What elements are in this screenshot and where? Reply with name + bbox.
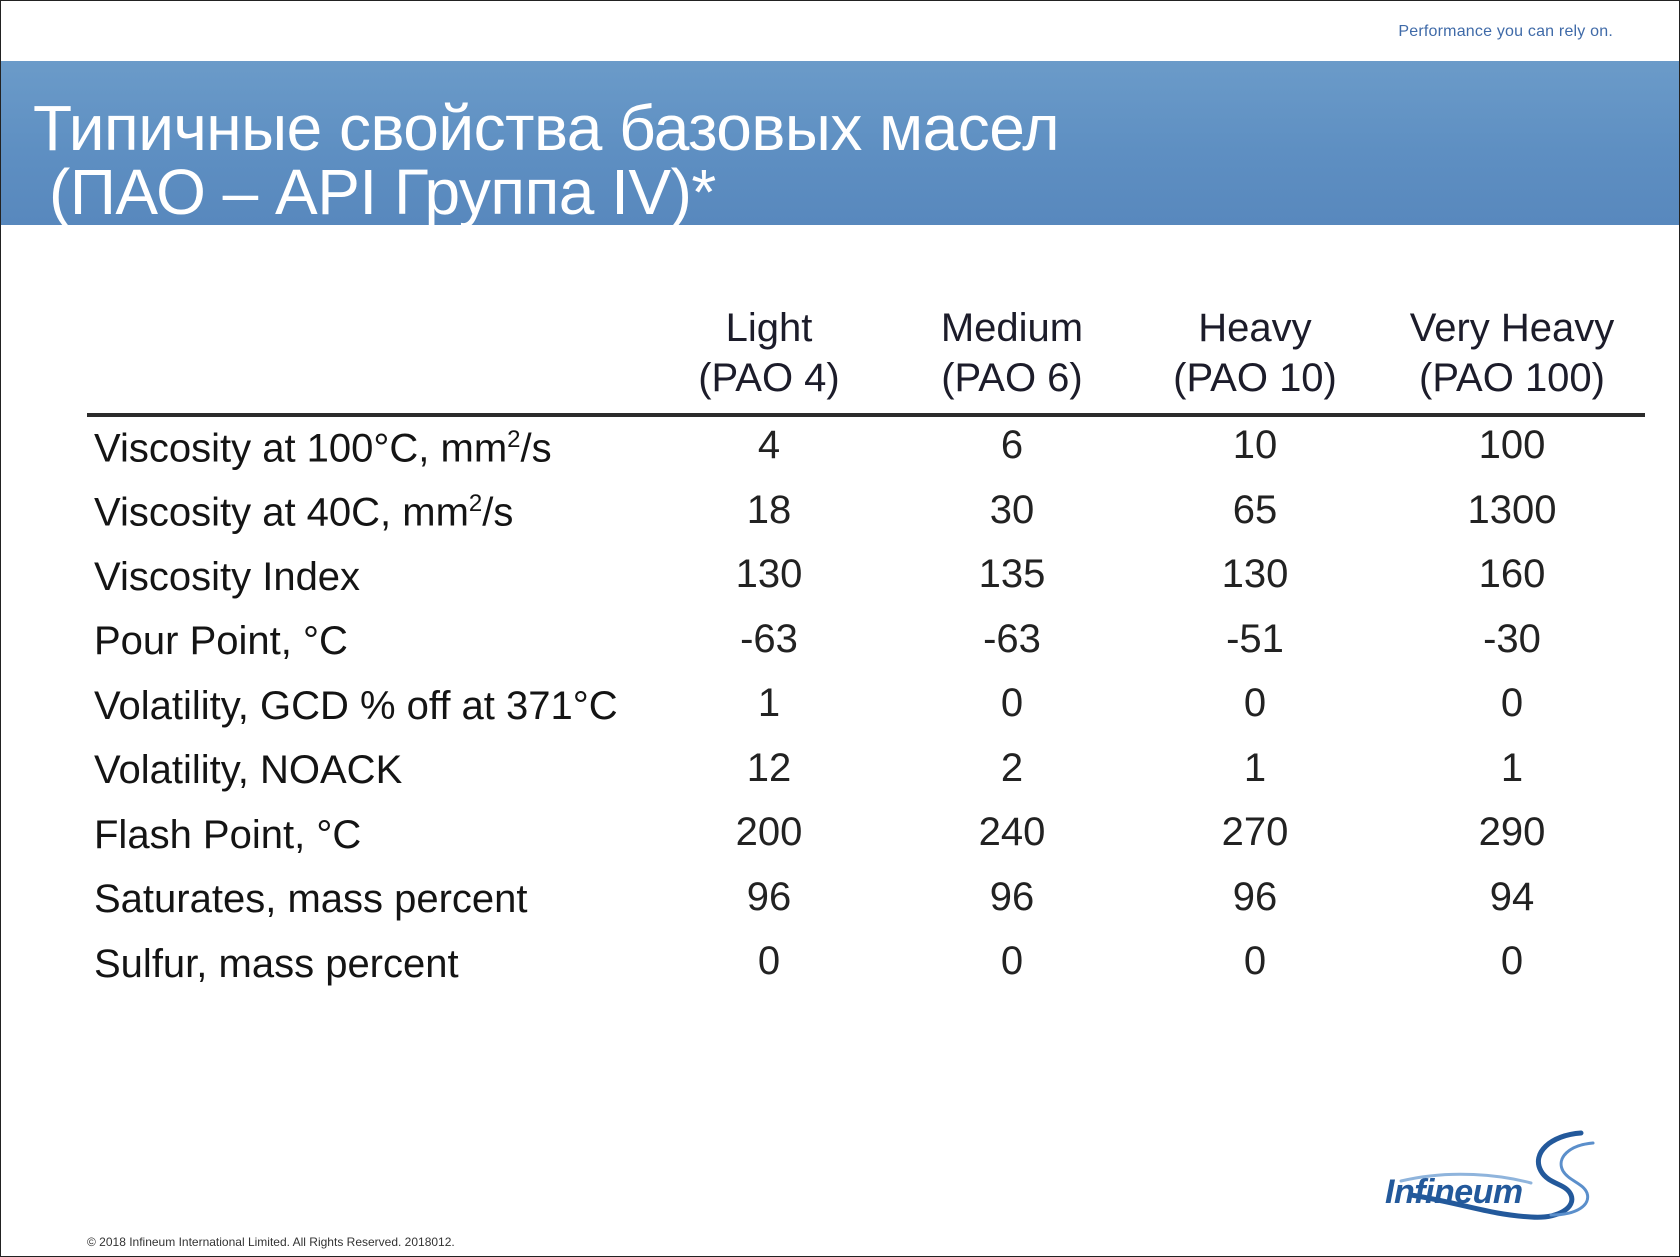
row-label-viscosity-40c: Viscosity at 40C, mm2/s <box>94 490 513 535</box>
header-divider <box>87 413 1645 417</box>
row-label-superscript: 2 <box>507 426 521 453</box>
table-cell: 94 <box>1489 875 1535 919</box>
tagline: Performance you can rely on. <box>1398 23 1613 40</box>
column-header-name: Light <box>725 306 813 350</box>
table-cell: 2 <box>1000 746 1024 790</box>
table-cell: 1300 <box>1467 488 1557 532</box>
column-header-grade: (PAO 100) <box>1419 356 1605 400</box>
row-label-volatility-gcd: Volatility, GCD % off at 371°C <box>94 684 618 728</box>
infineum-swirl-icon <box>1399 1130 1595 1220</box>
table-cell: 100 <box>1478 423 1546 467</box>
column-header-grade: (PAO 4) <box>698 356 840 400</box>
table-cell: -63 <box>983 617 1041 661</box>
column-header-grade: (PAO 6) <box>941 356 1083 400</box>
table-cell: 0 <box>1000 939 1024 983</box>
table-cell: 130 <box>735 552 803 596</box>
table-cell: 18 <box>746 488 792 532</box>
row-label-sulfur: Sulfur, mass percent <box>94 942 459 986</box>
column-header-name: Medium <box>940 306 1084 350</box>
row-label-viscosity-100c: Viscosity at 100°C, mm2/s <box>94 426 552 471</box>
copyright-footer: © 2018 Infineum International Limited. A… <box>87 1235 455 1249</box>
row-label-viscosity-index: Viscosity Index <box>94 555 361 599</box>
row-label-volatility-noack: Volatility, NOACK <box>94 748 403 792</box>
column-header-very-heavy: Very Heavy (PAO 100) <box>1392 303 1632 403</box>
table-cell: -63 <box>740 617 798 661</box>
row-label-pour-point: Pour Point, °C <box>94 619 348 663</box>
table-cell: 4 <box>757 423 781 467</box>
table-cell: 96 <box>1232 875 1278 919</box>
row-label-suffix: /s <box>520 426 552 471</box>
row-label-flash-point: Flash Point, °C <box>94 813 362 857</box>
table-cell: 12 <box>746 746 792 790</box>
slide-title-line-1: Типичные свойства базовых масел <box>33 92 1060 164</box>
column-header-grade: (PAO 10) <box>1173 356 1337 400</box>
column-header-name: Heavy <box>1198 306 1312 350</box>
table-cell: 0 <box>1500 681 1524 725</box>
row-label-suffix: /s <box>482 490 514 535</box>
table-cell: -30 <box>1483 617 1541 661</box>
logo-wordmark: Infineum <box>1385 1173 1523 1211</box>
table-cell: 96 <box>989 875 1035 919</box>
table-cell: 0 <box>1500 939 1524 983</box>
table-cell: 96 <box>746 875 792 919</box>
table-cell: 10 <box>1232 423 1278 467</box>
infineum-logo: Infineum <box>1381 1123 1631 1223</box>
column-header-name: Very Heavy <box>1409 306 1615 350</box>
row-label-saturates: Saturates, mass percent <box>94 877 528 921</box>
table-cell: 65 <box>1232 488 1278 532</box>
table-cell: 30 <box>989 488 1035 532</box>
table-cell: 0 <box>1243 681 1267 725</box>
title-band: Типичные свойства базовых масел (ПАО – A… <box>1 61 1679 228</box>
table-cell: 1 <box>757 681 781 725</box>
column-header-medium: Medium (PAO 6) <box>892 303 1132 403</box>
row-label-text: Viscosity at 100°C, mm <box>94 426 508 471</box>
table-cell: 240 <box>978 810 1046 854</box>
column-header-light: Light (PAO 4) <box>649 303 889 403</box>
row-label-text: Viscosity at 40C, mm <box>94 490 469 535</box>
table-cell: 0 <box>1000 681 1024 725</box>
table-cell: 135 <box>978 552 1046 596</box>
table-cell: -51 <box>1226 617 1284 661</box>
table-cell: 1 <box>1500 746 1524 790</box>
table-cell: 290 <box>1478 810 1546 854</box>
table-cell: 0 <box>757 939 781 983</box>
table-cell: 0 <box>1243 939 1267 983</box>
slide-title-line-2: (ПАО – API Группа IV)* <box>49 156 716 228</box>
column-header-heavy: Heavy (PAO 10) <box>1135 303 1375 403</box>
table-cell: 200 <box>735 810 803 854</box>
table-cell: 1 <box>1243 746 1267 790</box>
table-cell: 130 <box>1221 552 1289 596</box>
table-cell: 6 <box>1000 423 1024 467</box>
row-label-superscript: 2 <box>468 490 483 517</box>
table-cell: 160 <box>1478 552 1546 596</box>
table-cell: 270 <box>1221 810 1289 854</box>
